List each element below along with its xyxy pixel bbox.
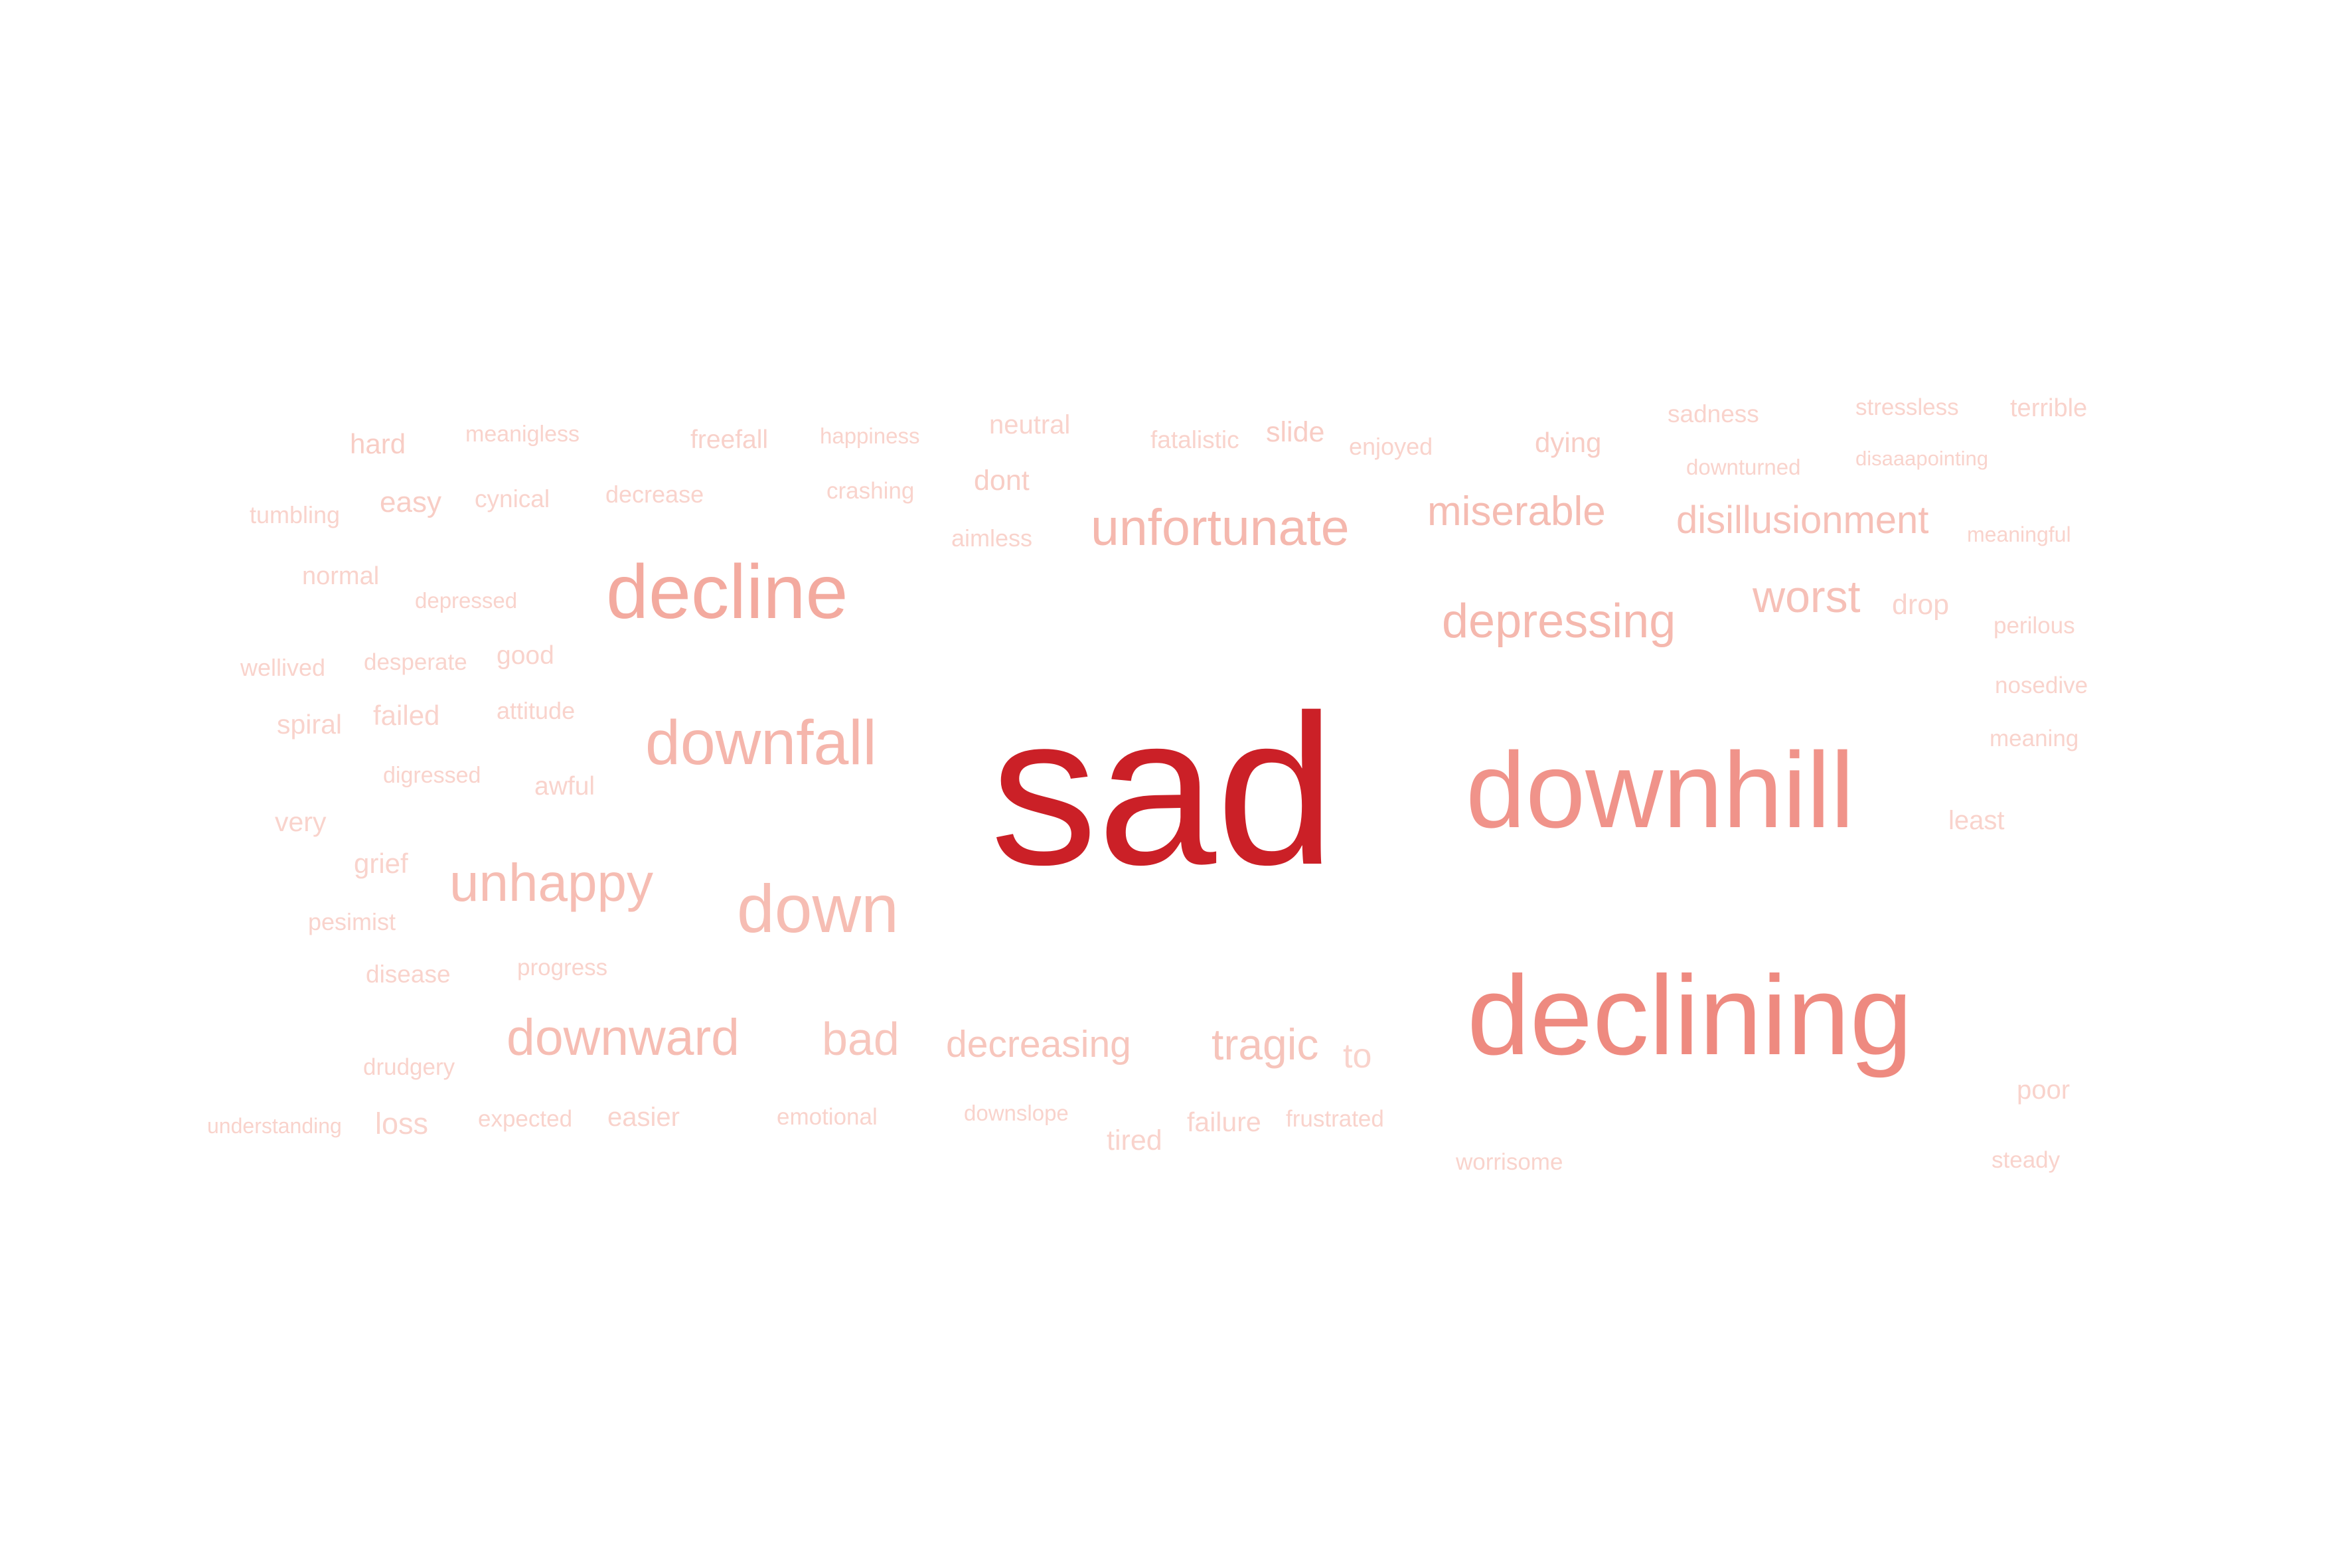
word-failed: failed	[373, 700, 440, 731]
word-unfortunate: unfortunate	[1091, 499, 1350, 556]
word-cynical: cynical	[475, 485, 550, 512]
word-digressed: digressed	[383, 763, 481, 788]
word-fatalistic: fatalistic	[1150, 426, 1239, 453]
word-tragic: tragic	[1212, 1020, 1319, 1069]
word-downward: downward	[507, 1009, 740, 1066]
word-good: good	[497, 641, 554, 670]
word-attitude: attitude	[497, 697, 576, 724]
word-tired: tired	[1107, 1125, 1162, 1156]
word-miserable: miserable	[1427, 489, 1606, 534]
word-aimless: aimless	[951, 524, 1033, 552]
word-awful: awful	[534, 772, 595, 801]
word-disillusionment: disillusionment	[1676, 499, 1929, 542]
word-drudgery: drudgery	[363, 1054, 455, 1080]
word-meanigless: meanigless	[465, 422, 580, 447]
word-disaaapointing: disaaapointing	[1855, 447, 1988, 470]
word-normal: normal	[302, 562, 380, 590]
word-decrease: decrease	[605, 481, 704, 508]
word-meaningful: meaningful	[1967, 522, 2071, 546]
word-hard: hard	[350, 428, 406, 459]
word-grief: grief	[354, 848, 408, 879]
word-desperate: desperate	[364, 649, 467, 675]
word-expected: expected	[478, 1106, 573, 1132]
word-very: very	[275, 807, 327, 837]
word-easy: easy	[380, 486, 441, 518]
word-disease: disease	[366, 961, 451, 988]
word-depressed: depressed	[415, 588, 518, 613]
word-poor: poor	[2017, 1075, 2071, 1105]
word-tumbling: tumbling	[250, 501, 341, 528]
word-drop: drop	[1892, 589, 1950, 621]
word-loss: loss	[375, 1107, 429, 1140]
word-progress: progress	[517, 955, 608, 980]
word-easier: easier	[607, 1103, 680, 1132]
word-slide: slide	[1266, 416, 1325, 448]
word-neutral: neutral	[989, 410, 1071, 439]
word-bad: bad	[822, 1013, 900, 1065]
word-down: down	[737, 871, 899, 947]
word-downslope: downslope	[964, 1101, 1069, 1125]
word-sadness: sadness	[1668, 400, 1759, 428]
word-terrible: terrible	[2010, 394, 2088, 422]
word-meaning: meaning	[1990, 726, 2079, 751]
word-emotional: emotional	[777, 1104, 878, 1130]
word-downturned: downturned	[1686, 455, 1801, 479]
word-nosedive: nosedive	[1995, 672, 2088, 698]
word-dying: dying	[1535, 427, 1602, 458]
word-least: least	[1948, 806, 2005, 835]
word-worst: worst	[1753, 572, 1861, 622]
word-understanding: understanding	[207, 1114, 342, 1138]
word-decline: decline	[606, 550, 848, 635]
word-wellived: wellived	[240, 654, 326, 681]
word-downhill: downhill	[1466, 730, 1855, 850]
word-stressless: stressless	[1855, 394, 1959, 420]
word-perilous: perilous	[1994, 613, 2075, 639]
word-happiness: happiness	[820, 424, 920, 448]
word-spiral: spiral	[277, 709, 342, 740]
word-failure: failure	[1187, 1107, 1261, 1137]
word-depressing: depressing	[1442, 595, 1676, 648]
word-crashing: crashing	[826, 478, 915, 504]
word-to: to	[1343, 1037, 1372, 1075]
word-frustrated: frustrated	[1286, 1106, 1384, 1132]
word-worrisome: worrisome	[1456, 1149, 1563, 1175]
word-pesimist: pesimist	[308, 908, 396, 935]
word-enjoyed: enjoyed	[1349, 433, 1433, 460]
word-decreasing: decreasing	[946, 1023, 1131, 1065]
word-freefall: freefall	[690, 426, 769, 454]
word-declining: declining	[1467, 953, 1913, 1079]
word-sad: sad	[990, 671, 1336, 909]
word-downfall: downfall	[645, 708, 877, 778]
word-steady: steady	[1992, 1147, 2061, 1173]
word-unhappy: unhappy	[449, 853, 653, 912]
word-dont: dont	[974, 465, 1030, 497]
